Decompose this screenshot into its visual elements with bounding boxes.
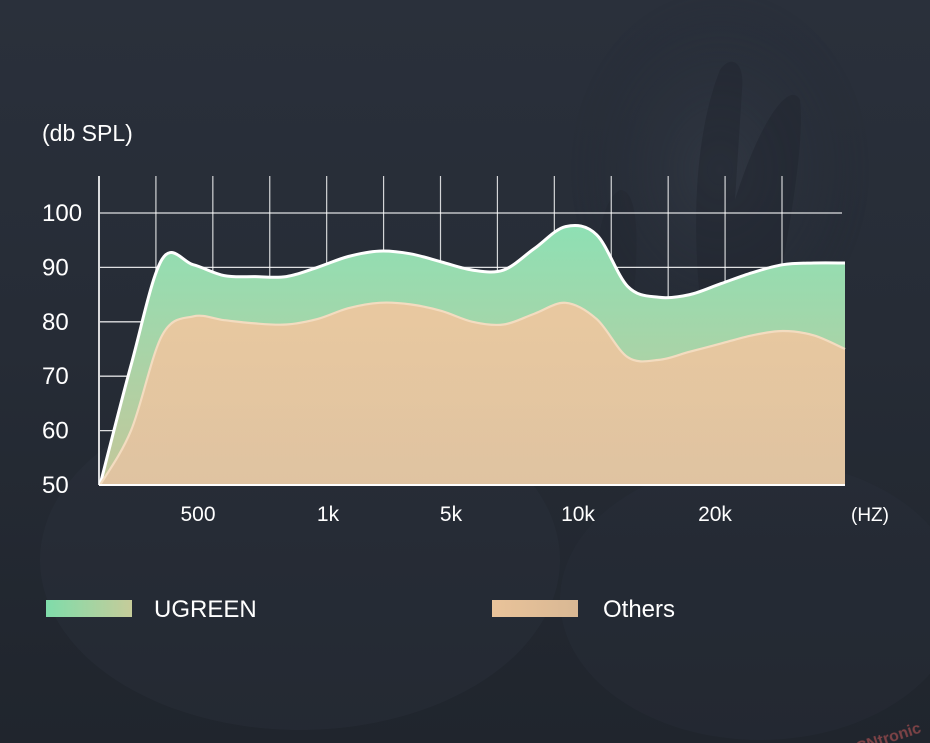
legend-label-others: Others	[603, 596, 675, 623]
series-area-others	[100, 302, 845, 485]
legend: UGREEN Others	[46, 596, 675, 623]
legend-label-ugreen: UGREEN	[154, 596, 257, 623]
series-line-ugreen	[98, 224, 846, 486]
axes: 100 90 80 70 60 50 500 1k 5k 10k 20k	[42, 176, 845, 526]
legend-swatch-others	[492, 600, 578, 617]
y-tick-label: 50	[42, 472, 69, 499]
y-tick-label: 60	[42, 418, 69, 445]
x-axis-unit: (HZ)	[851, 505, 889, 526]
series-line-others	[99, 301, 846, 486]
y-tick-label: 90	[42, 254, 69, 281]
series-areas	[98, 224, 846, 486]
x-tick-label: 20k	[698, 503, 732, 526]
x-tick-label: 500	[180, 503, 215, 526]
y-tick-label: 80	[42, 309, 69, 336]
y-tick-label: 70	[42, 363, 69, 390]
legend-swatch-ugreen	[46, 600, 132, 617]
x-tick-label: 5k	[440, 503, 463, 526]
x-tick-label: 1k	[317, 503, 340, 526]
y-tick-label: 100	[42, 200, 82, 227]
y-axis-label: (db SPL)	[42, 120, 133, 146]
x-tick-label: 10k	[561, 503, 595, 526]
